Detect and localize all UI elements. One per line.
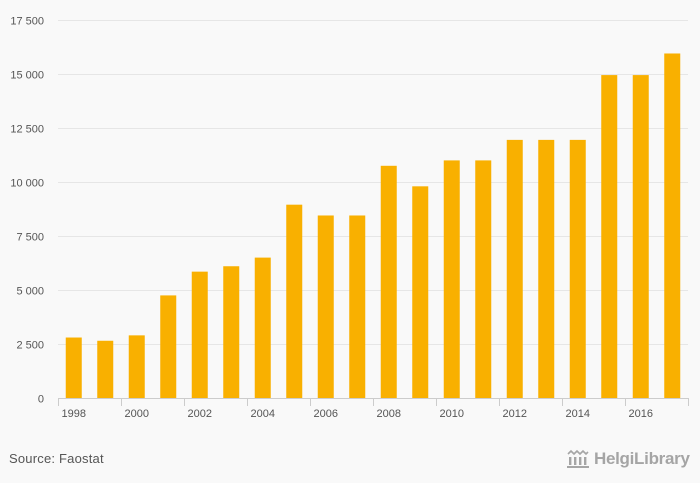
bar-2005 <box>286 204 303 398</box>
bar-2010 <box>443 160 460 398</box>
y-tick-label: 17 500 <box>10 16 44 28</box>
y-tick-label: 2 500 <box>16 340 44 352</box>
x-tick-label: 2014 <box>566 408 590 420</box>
x-tick-label: 2012 <box>503 408 527 420</box>
bar-2017 <box>664 53 681 398</box>
bar-2016 <box>632 75 649 398</box>
x-tick-label: 2002 <box>188 408 212 420</box>
y-tick-label: 5 000 <box>16 286 44 298</box>
bar-2001 <box>160 295 177 398</box>
bar-2002 <box>191 271 208 398</box>
x-axis-labels: 1998 2000 2002 2004 2006 2008 2010 2012 2014 2016 <box>62 408 653 420</box>
bar-2012 <box>506 139 523 398</box>
bar-2013 <box>538 139 555 398</box>
bar-2000 <box>128 335 145 398</box>
bar-2011 <box>475 160 492 398</box>
bar-1998 <box>65 337 82 398</box>
y-tick-label: 0 <box>38 394 44 406</box>
bars <box>65 53 681 398</box>
y-tick-label: 7 500 <box>16 232 44 244</box>
x-tick-label: 2010 <box>440 408 464 420</box>
source-note: Source: Faostat <box>9 451 104 466</box>
bar-2007 <box>349 215 366 398</box>
x-tick-label: 1998 <box>62 408 86 420</box>
bar-2006 <box>317 215 334 398</box>
gridlines <box>58 20 688 345</box>
logo-text: HelgiLibrary <box>594 449 690 468</box>
bar-chart: 0 2 500 5 000 7 500 10 000 12 500 15 000 17 500… <box>10 16 689 420</box>
bar-2015 <box>601 75 618 398</box>
bar-2014 <box>569 139 586 398</box>
bar-2004 <box>254 257 271 398</box>
y-tick-label: 15 000 <box>10 70 44 82</box>
y-axis-labels: 0 2 500 5 000 7 500 10 000 12 500 15 000 17 500 <box>10 16 44 406</box>
y-tick-label: 10 000 <box>10 178 44 190</box>
bar-2003 <box>223 266 240 398</box>
bar-2008 <box>380 165 397 398</box>
bar-1999 <box>97 340 114 398</box>
x-axis-ticks <box>58 398 689 406</box>
x-tick-label: 2004 <box>251 408 275 420</box>
x-tick-label: 2000 <box>125 408 149 420</box>
helgi-library-logo[interactable]: HelgiLibrary <box>566 449 690 469</box>
bar-2009 <box>412 186 429 398</box>
x-tick-label: 2016 <box>629 408 653 420</box>
y-tick-label: 12 500 <box>10 124 44 136</box>
x-tick-label: 2006 <box>314 408 338 420</box>
library-building-icon <box>567 449 589 468</box>
x-tick-label: 2008 <box>377 408 401 420</box>
